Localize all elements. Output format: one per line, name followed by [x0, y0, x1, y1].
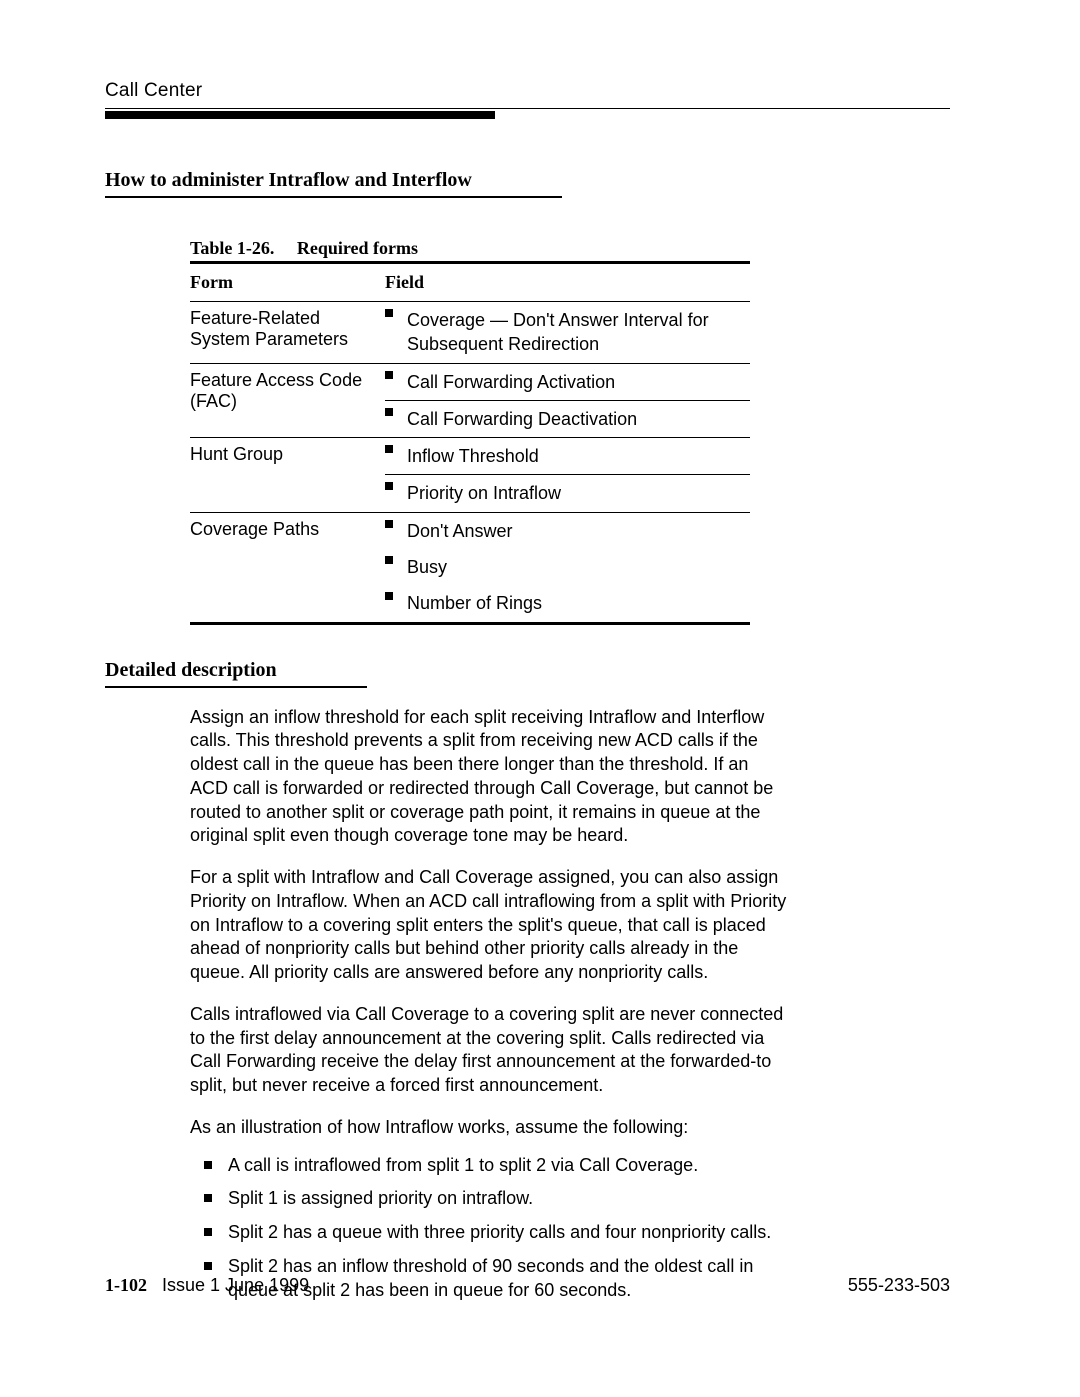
table-caption: Table 1-26. Required forms [190, 238, 950, 261]
field-list-item: Busy [385, 549, 750, 585]
field-list-item: Inflow Threshold [385, 438, 750, 475]
table-header-field: Field [385, 264, 750, 302]
table-cell-form: Coverage Paths [190, 512, 385, 622]
field-list-item: Don't Answer [385, 513, 750, 549]
section-heading-detailed: Detailed description [105, 659, 367, 688]
field-list-item: Call Forwarding Activation [385, 364, 750, 401]
table-header-form: Form [190, 264, 385, 302]
running-head: Call Center [105, 80, 950, 106]
header-rule-thick [105, 111, 495, 119]
illustration-bullet-item: Split 1 is assigned priority on intraflo… [190, 1187, 790, 1211]
page-content: Call Center How to administer Intraflow … [105, 80, 950, 1302]
table-cell-field: Coverage — Don't Answer Interval for Sub… [385, 302, 750, 364]
field-list-item: Number of Rings [385, 585, 750, 621]
footer-issue: Issue 1 June 1999 [162, 1275, 309, 1295]
table-caption-title: Required forms [297, 238, 418, 258]
illustration-bullet-item: Split 2 has a queue with three priority … [190, 1221, 790, 1245]
body-paragraph: As an illustration of how Intraflow work… [190, 1116, 790, 1140]
table-cell-field: Don't AnswerBusyNumber of Rings [385, 512, 750, 622]
illustration-bullet-item: A call is intraflowed from split 1 to sp… [190, 1154, 790, 1178]
footer-page-number: 1-102 [105, 1275, 147, 1295]
header-rule-thin [105, 108, 950, 109]
footer-doc-number: 555-233-503 [848, 1275, 950, 1296]
required-forms-table: Form Field Feature-Related System Parame… [190, 261, 750, 625]
field-list-item: Call Forwarding Deactivation [385, 401, 750, 437]
table-cell-form: Feature-Related System Parameters [190, 302, 385, 364]
body-paragraph: Calls intraflowed via Call Coverage to a… [190, 1003, 790, 1098]
table-cell-form: Feature Access Code (FAC) [190, 363, 385, 438]
table-cell-field: Call Forwarding ActivationCall Forwardin… [385, 363, 750, 438]
body-paragraph: Assign an inflow threshold for each spli… [190, 706, 790, 849]
field-list-item: Coverage — Don't Answer Interval for Sub… [385, 302, 750, 363]
table-cell-form: Hunt Group [190, 438, 385, 513]
body-paragraph: For a split with Intraflow and Call Cove… [190, 866, 790, 985]
page-footer: 1-102 Issue 1 June 1999 555-233-503 [105, 1275, 950, 1296]
section-heading-administer: How to administer Intraflow and Interflo… [105, 169, 562, 198]
detailed-description-body: Assign an inflow threshold for each spli… [190, 706, 790, 1303]
table-caption-number: Table 1-26. [190, 238, 274, 259]
table-cell-field: Inflow ThresholdPriority on Intraflow [385, 438, 750, 513]
field-list-item: Priority on Intraflow [385, 475, 750, 511]
